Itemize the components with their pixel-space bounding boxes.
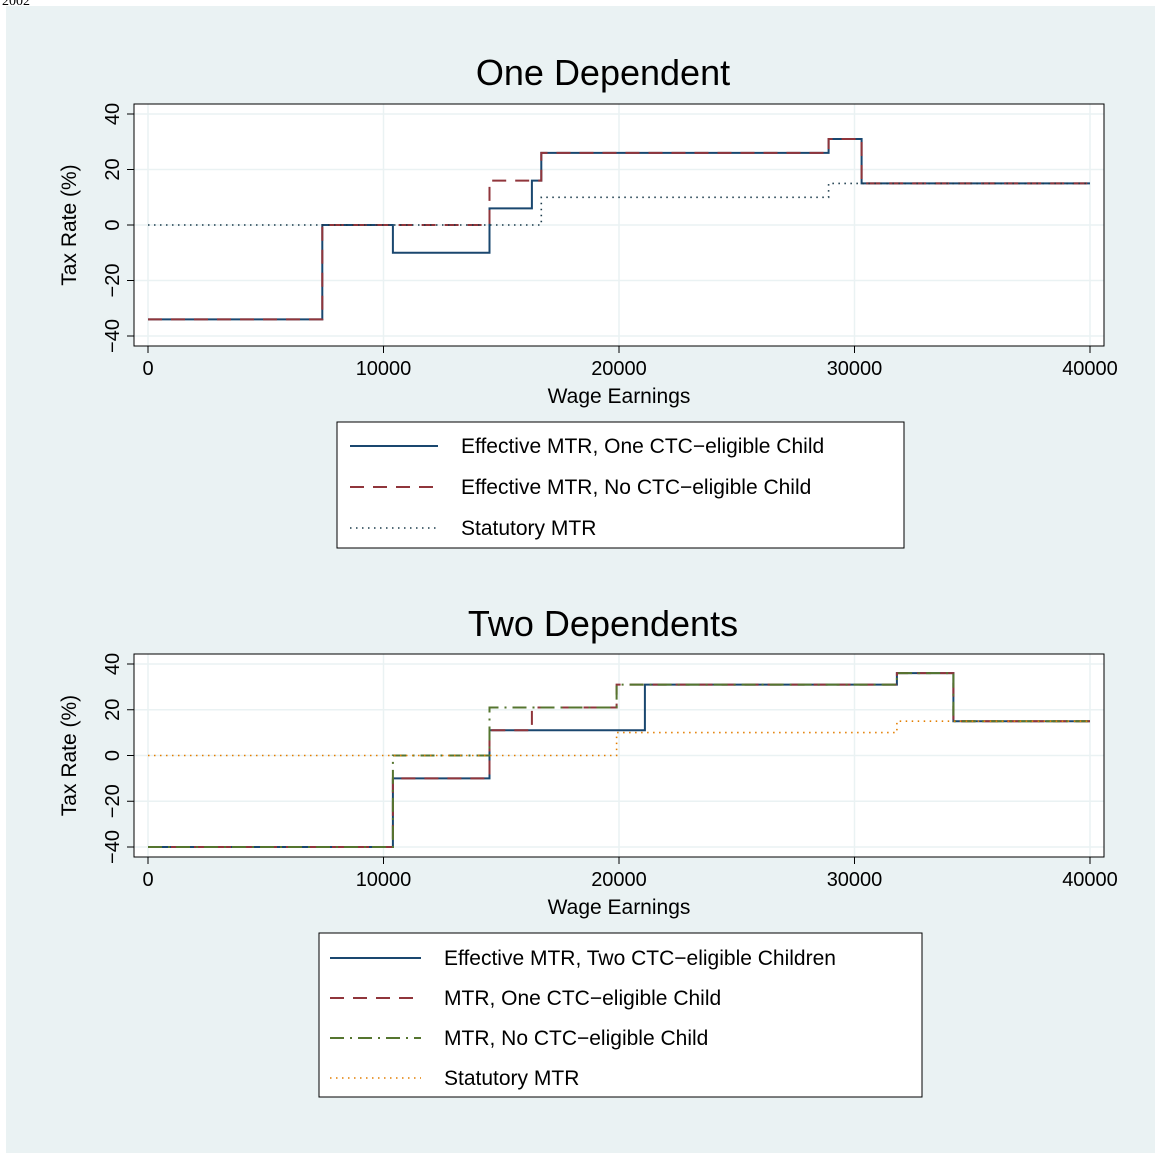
series-line-4 [148, 720, 1090, 757]
chart-title: One Dependent [476, 52, 730, 93]
y-tick-label: 20 [102, 158, 124, 180]
legend-label: Statutory MTR [444, 1067, 579, 1090]
y-tick-label: −20 [102, 264, 124, 298]
y-tick-label: 20 [102, 699, 124, 721]
x-tick-label: 10000 [356, 358, 412, 380]
y-tick-label: −40 [102, 319, 124, 353]
x-tick-label: 30000 [827, 869, 883, 891]
y-axis-label: Tax Rate (%) [58, 695, 81, 816]
x-tick-label: 40000 [1062, 358, 1118, 380]
legend-label: Statutory MTR [461, 517, 596, 540]
chart-title: Two Dependents [468, 603, 738, 644]
y-tick-label: 40 [102, 103, 124, 125]
legend-label: Effective MTR, No CTC−eligible Child [461, 476, 811, 499]
x-tick-label: 40000 [1062, 869, 1118, 891]
series-line-3 [148, 182, 1090, 226]
legend-label: MTR, No CTC−eligible Child [444, 1027, 708, 1050]
series-line-3 [148, 672, 1090, 848]
chart-panel-1: −40 −20 0 20 40 0 10000 20000 30000 40000 Wage Ear… [58, 52, 1118, 549]
y-tick-label: 0 [102, 750, 124, 761]
panels: −40 −20 0 20 40 0 10000 20000 30000 40000 Wage Ear… [58, 52, 1118, 1098]
x-tick-label: 0 [142, 358, 153, 380]
y-tick-label: −40 [102, 830, 124, 864]
chart-panel-2: −40 −20 0 20 40 0 10000 20000 30000 40000 Wage Ear… [58, 603, 1118, 1098]
legend-label: MTR, One CTC−eligible Child [444, 987, 721, 1010]
y-axis-label: Tax Rate (%) [58, 164, 81, 285]
legend-label: Effective MTR, One CTC−eligible Child [461, 435, 824, 458]
legend-box [318, 932, 923, 1098]
y-tick-label: −20 [102, 784, 124, 818]
y-tick-label: 40 [102, 653, 124, 675]
x-axis-label: Wage Earnings [548, 896, 691, 919]
legend-label: Effective MTR, Two CTC−eligible Children [444, 947, 836, 970]
x-tick-label: 0 [142, 869, 153, 891]
x-axis-label: Wage Earnings [548, 385, 691, 408]
x-tick-label: 20000 [591, 869, 647, 891]
x-tick-label: 10000 [356, 869, 412, 891]
year-label: 2002 [2, 0, 30, 9]
series-line-2 [148, 138, 1090, 321]
x-tick-label: 20000 [591, 358, 647, 380]
legend-box [336, 421, 905, 549]
x-tick-label: 30000 [827, 358, 883, 380]
y-tick-label: 0 [102, 219, 124, 230]
